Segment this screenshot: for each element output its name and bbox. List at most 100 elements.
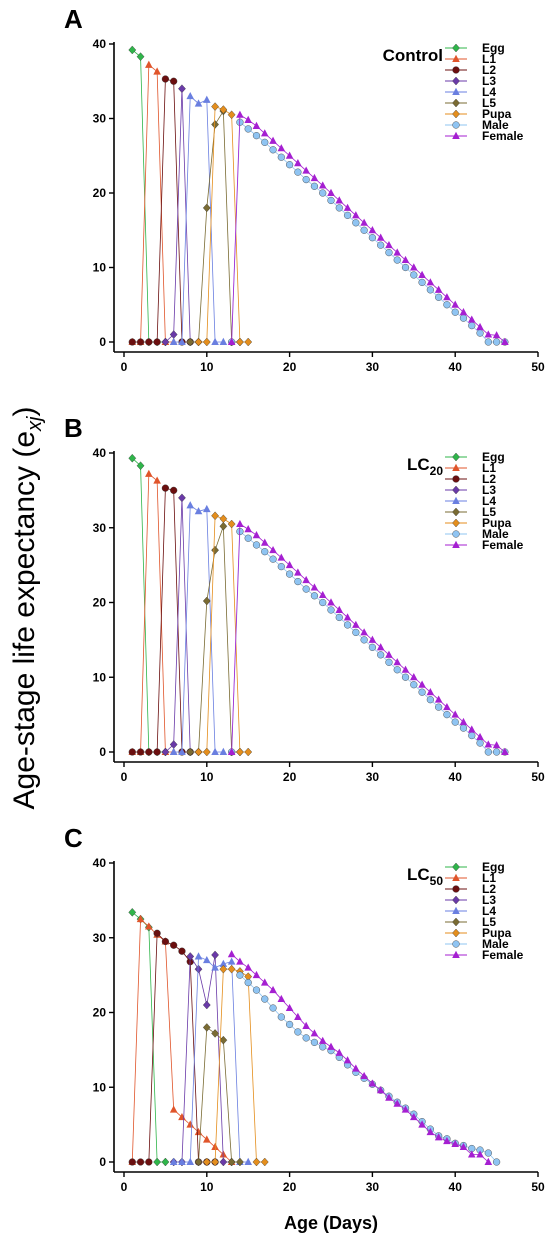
legend-marker bbox=[452, 121, 460, 129]
legend-label: L2 bbox=[482, 63, 496, 77]
series-egg bbox=[128, 45, 170, 347]
series-pupa bbox=[194, 102, 253, 347]
data-point bbox=[318, 1036, 327, 1044]
series-female bbox=[227, 110, 509, 345]
data-point bbox=[194, 99, 203, 107]
data-point bbox=[202, 337, 211, 347]
data-point bbox=[211, 950, 219, 960]
x-tick-label: 50 bbox=[531, 360, 545, 374]
treatment-label-main: LC bbox=[407, 455, 430, 474]
data-point bbox=[145, 748, 153, 756]
data-point bbox=[285, 1003, 294, 1012]
data-point bbox=[252, 531, 261, 539]
data-point bbox=[260, 1157, 269, 1167]
data-point bbox=[318, 181, 327, 189]
data-point bbox=[310, 173, 319, 182]
data-point bbox=[261, 548, 269, 556]
legend-label: Male bbox=[482, 527, 509, 541]
data-point bbox=[211, 102, 219, 111]
data-point bbox=[327, 1042, 335, 1050]
panel-letter: B bbox=[64, 413, 83, 443]
x-tick-label: 0 bbox=[121, 770, 128, 784]
data-point bbox=[385, 1093, 393, 1101]
data-point bbox=[385, 650, 393, 658]
data-point bbox=[170, 77, 178, 85]
series-line bbox=[132, 49, 166, 343]
legend-marker bbox=[452, 463, 460, 471]
data-point bbox=[343, 203, 352, 211]
x-tick-label: 40 bbox=[449, 360, 463, 374]
y-tick-label: 10 bbox=[93, 1080, 107, 1094]
legend-marker bbox=[452, 885, 460, 893]
data-point bbox=[401, 665, 410, 673]
y-tick-label: 30 bbox=[93, 931, 107, 945]
data-point bbox=[244, 525, 252, 533]
data-point bbox=[128, 453, 137, 463]
x-tick-label: 40 bbox=[449, 770, 463, 784]
data-point bbox=[410, 271, 418, 279]
data-point bbox=[443, 301, 451, 309]
y-tick-label: 40 bbox=[93, 446, 107, 460]
data-point bbox=[170, 941, 178, 949]
data-point bbox=[227, 747, 236, 755]
series-line bbox=[231, 114, 506, 343]
series-l5 bbox=[186, 106, 244, 347]
legend-marker bbox=[452, 917, 460, 927]
data-point bbox=[161, 937, 170, 946]
data-point bbox=[459, 1142, 468, 1151]
data-point bbox=[128, 908, 137, 917]
data-point bbox=[178, 1157, 186, 1165]
data-point bbox=[310, 583, 319, 591]
data-point bbox=[194, 747, 203, 757]
data-point bbox=[252, 970, 261, 979]
data-point bbox=[186, 1157, 195, 1165]
data-point bbox=[203, 955, 211, 964]
data-point bbox=[186, 747, 195, 757]
data-point bbox=[244, 115, 252, 123]
data-point bbox=[484, 1149, 492, 1157]
x-tick-label: 50 bbox=[531, 1180, 545, 1194]
data-point bbox=[211, 1029, 219, 1038]
data-point bbox=[435, 703, 443, 711]
legend-marker bbox=[452, 76, 460, 86]
data-point bbox=[343, 211, 352, 219]
series-egg bbox=[128, 453, 170, 757]
chart-panel-a: A 0 10 20 30 40 0 10 20 30 40 50 EggL1L2L3L4L5PupaMa… bbox=[64, 4, 545, 374]
data-point bbox=[153, 67, 161, 75]
legend-marker bbox=[452, 98, 460, 108]
legend-label: Female bbox=[482, 948, 524, 962]
data-point bbox=[202, 747, 211, 757]
series-pupa bbox=[194, 511, 253, 757]
data-point bbox=[401, 255, 410, 264]
legend-marker bbox=[452, 43, 460, 53]
series-l5 bbox=[186, 521, 244, 757]
data-point bbox=[145, 922, 153, 930]
data-point bbox=[252, 132, 261, 140]
series-l3 bbox=[161, 493, 203, 757]
data-point bbox=[194, 964, 203, 974]
data-point bbox=[153, 748, 161, 756]
x-tick-label: 10 bbox=[200, 360, 214, 374]
data-point bbox=[434, 1133, 443, 1141]
series-line bbox=[132, 473, 174, 753]
data-point bbox=[277, 563, 285, 571]
y-tick-label: 0 bbox=[99, 335, 106, 349]
legend-marker bbox=[452, 906, 460, 914]
data-point bbox=[194, 337, 203, 347]
data-point bbox=[484, 338, 492, 346]
x-tick-label: 30 bbox=[366, 770, 380, 784]
legend-marker bbox=[452, 452, 460, 462]
series-l3 bbox=[161, 84, 203, 347]
data-point bbox=[327, 196, 335, 205]
data-point bbox=[484, 748, 492, 756]
data-point bbox=[244, 337, 253, 347]
y-tick-label: 10 bbox=[93, 670, 107, 684]
data-point bbox=[335, 613, 343, 622]
data-point bbox=[352, 211, 360, 219]
series-line bbox=[132, 78, 191, 343]
data-point bbox=[302, 575, 310, 584]
data-point bbox=[327, 606, 335, 614]
data-point bbox=[360, 1071, 368, 1080]
